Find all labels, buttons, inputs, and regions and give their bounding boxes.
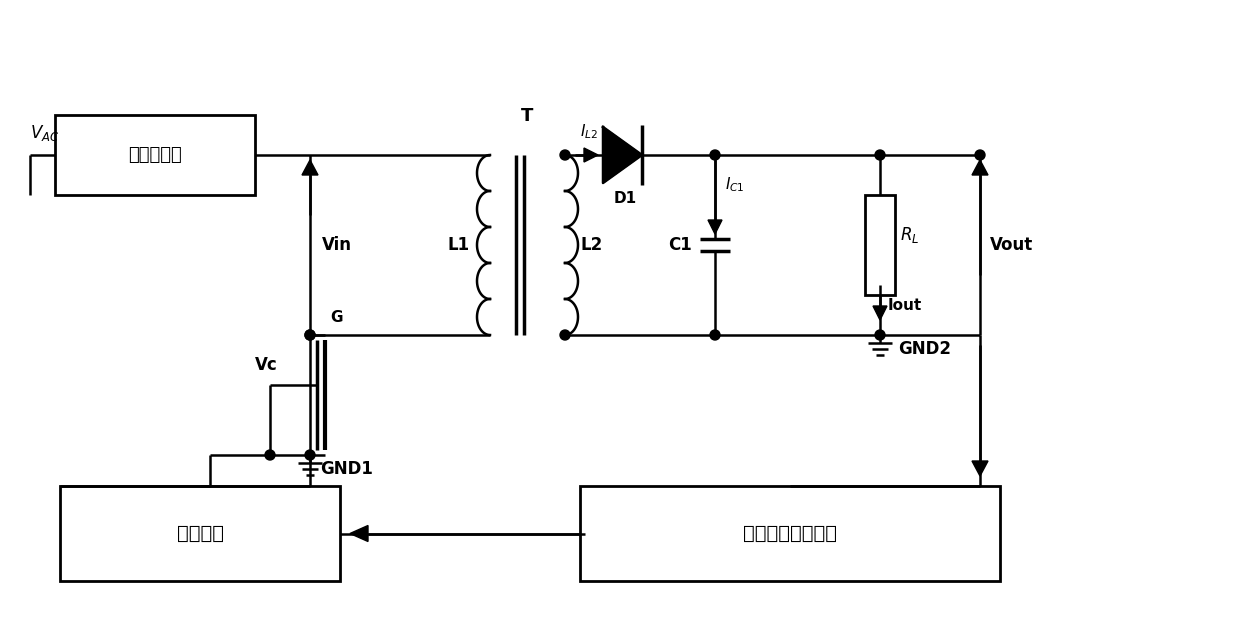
Text: Vout: Vout [990,236,1033,254]
Polygon shape [584,148,598,162]
Text: 控制电路: 控制电路 [176,524,223,543]
Text: GND1: GND1 [320,460,373,478]
Text: 整流、滤波: 整流、滤波 [128,146,182,164]
Circle shape [265,450,275,460]
Text: G: G [330,310,342,325]
Text: GND2: GND2 [898,340,951,358]
Circle shape [305,330,315,340]
Bar [55,115,255,195]
Bar [580,486,999,581]
Text: $V_{AC}$: $V_{AC}$ [30,123,60,143]
Text: $I_{L2}$: $I_{L2}$ [580,122,598,141]
Text: Iout: Iout [888,297,923,312]
Circle shape [875,330,885,340]
Circle shape [875,150,885,160]
Text: D1: D1 [614,191,637,206]
Polygon shape [350,526,368,541]
Text: T: T [521,107,533,125]
Text: Vc: Vc [255,356,278,374]
Text: $R_L$: $R_L$ [900,225,919,245]
Bar [866,195,895,295]
Polygon shape [708,220,722,234]
Text: Vin: Vin [322,236,352,254]
Bar [60,486,340,581]
Circle shape [305,330,315,340]
Text: C1: C1 [668,236,692,254]
Circle shape [975,150,985,160]
Polygon shape [972,461,988,476]
Polygon shape [873,306,887,320]
Circle shape [560,330,570,340]
Text: L1: L1 [448,236,470,254]
Circle shape [711,330,720,340]
Polygon shape [303,160,317,175]
Polygon shape [603,127,642,183]
Circle shape [305,450,315,460]
Circle shape [560,150,570,160]
Text: 电压纹波检测电路: 电压纹波检测电路 [743,524,837,543]
Text: $I_{C1}$: $I_{C1}$ [725,175,745,194]
Polygon shape [972,160,988,175]
Circle shape [711,150,720,160]
Text: L2: L2 [582,236,603,254]
